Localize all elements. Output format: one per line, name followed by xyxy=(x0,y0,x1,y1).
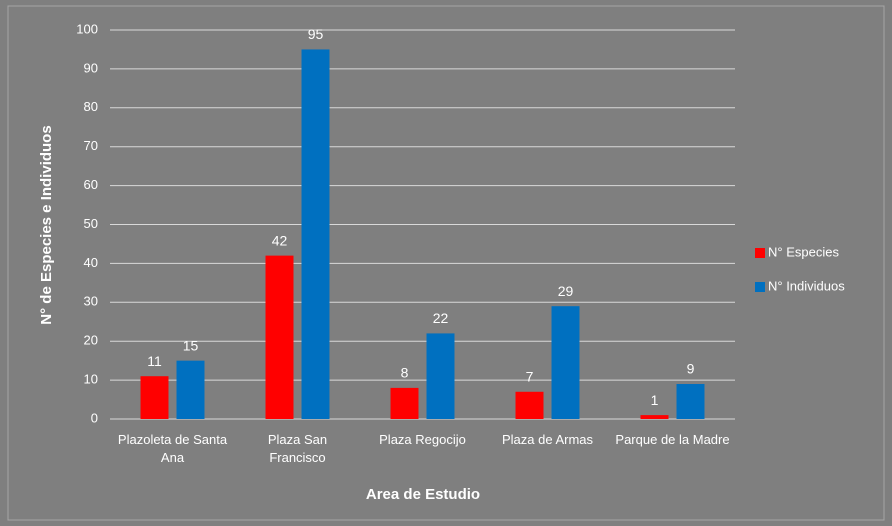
data-label: 42 xyxy=(272,232,288,248)
y-tick-label: 40 xyxy=(84,255,98,270)
y-axis-label: N° de Especies e Individuos xyxy=(38,125,55,324)
x-tick-label: Plaza San Francisco xyxy=(267,432,328,465)
bar xyxy=(301,49,330,419)
y-tick-label: 80 xyxy=(84,99,98,114)
chart-border xyxy=(7,5,885,521)
data-label: 95 xyxy=(308,26,324,42)
y-tick-label: 0 xyxy=(91,410,98,425)
legend-label: N° Especies xyxy=(768,244,839,259)
data-label: 9 xyxy=(687,361,695,377)
x-tick-label: Plaza de Armas xyxy=(501,432,594,447)
data-label: 8 xyxy=(401,365,409,381)
bar xyxy=(426,333,455,419)
data-label: 15 xyxy=(183,337,199,353)
y-tick-label: 90 xyxy=(84,60,98,75)
x-axis-label: Area de Estudio xyxy=(366,486,480,503)
bar xyxy=(676,383,705,419)
x-tick-label: Plazoleta de Santa Ana xyxy=(117,432,228,465)
data-label: 22 xyxy=(433,310,449,326)
bar xyxy=(390,387,419,419)
bar xyxy=(265,255,294,419)
y-tick-label: 60 xyxy=(84,177,98,192)
y-tick-label: 50 xyxy=(84,216,98,231)
legend-swatch xyxy=(755,248,765,258)
x-tick-label: Parque de la Madre xyxy=(615,432,730,447)
bar xyxy=(515,391,544,419)
y-tick-label: 100 xyxy=(76,21,98,36)
x-tick-label: Plaza Regocijo xyxy=(379,432,466,447)
legend-label: N° Individuos xyxy=(768,278,845,293)
data-label: 1 xyxy=(651,392,659,408)
data-label: 11 xyxy=(147,353,162,369)
y-tick-label: 30 xyxy=(84,294,98,309)
y-tick-label: 20 xyxy=(84,333,98,348)
bar xyxy=(551,306,580,419)
data-label: 29 xyxy=(558,283,574,299)
bar xyxy=(140,376,169,419)
y-tick-label: 10 xyxy=(84,372,98,387)
data-label: 7 xyxy=(526,368,534,384)
bar xyxy=(640,415,669,419)
bar xyxy=(176,360,205,419)
y-tick-label: 70 xyxy=(84,138,98,153)
legend-swatch xyxy=(755,282,765,292)
